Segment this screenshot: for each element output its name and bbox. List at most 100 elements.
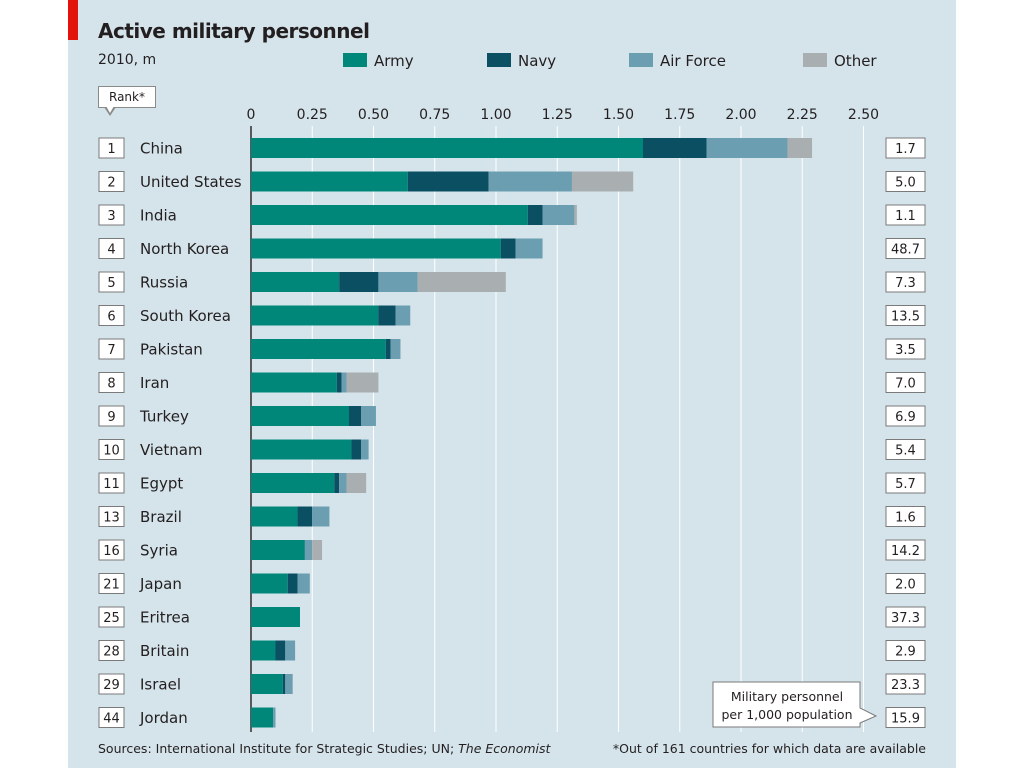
legend-swatch-navy bbox=[487, 53, 511, 67]
ratio-box bbox=[885, 606, 926, 628]
chart-row: 11 Egypt bbox=[98, 472, 367, 494]
legend-swatch-other bbox=[803, 53, 827, 67]
bar-segment-army bbox=[251, 205, 528, 225]
rank-box bbox=[98, 204, 125, 226]
ratio-value: 7.3 bbox=[895, 276, 916, 291]
sources-note: Sources: International Institute for Str… bbox=[98, 741, 550, 756]
ratio-column: 1.7 5.0 1.1 48.7 7.3 13.5 3.5 7.0 6.9 5.4 5.7 1.6 14… bbox=[885, 137, 926, 728]
country-label: Syria bbox=[140, 542, 178, 560]
ratio-value: 7.0 bbox=[895, 377, 916, 392]
bar-segment-air-force bbox=[285, 640, 296, 661]
chart-row: 1 China bbox=[98, 137, 813, 159]
legend-label-air-force: Air Force bbox=[660, 52, 726, 70]
country-label: India bbox=[140, 207, 177, 225]
rank-label: 1 bbox=[107, 142, 115, 157]
bar-segment-army bbox=[251, 473, 335, 493]
bar-segment-air-force bbox=[542, 205, 575, 225]
bar-segment-navy bbox=[349, 406, 362, 426]
chart-row: 9 Turkey bbox=[98, 405, 376, 427]
rank-pointer-fill bbox=[106, 106, 114, 113]
bar-segment-army bbox=[251, 406, 349, 426]
bar-segment-navy bbox=[339, 272, 379, 292]
rank-label: 44 bbox=[103, 712, 120, 727]
ratio-value: 2.9 bbox=[895, 645, 916, 660]
ratio-value: 5.0 bbox=[895, 176, 916, 191]
bar-segment-navy bbox=[527, 205, 543, 225]
bar-segment-army bbox=[251, 238, 501, 259]
ratio-box bbox=[885, 673, 926, 695]
bar-segment-air-force bbox=[297, 573, 310, 594]
ratio-value: 1.6 bbox=[895, 511, 916, 526]
rank-box bbox=[98, 472, 125, 494]
chart-row: 2 United States bbox=[98, 171, 634, 192]
rank-header: Rank* bbox=[98, 86, 156, 108]
ratio-box bbox=[885, 372, 926, 393]
bar-segment-army bbox=[251, 707, 274, 728]
ratio-value: 48.7 bbox=[891, 243, 920, 258]
ratio-box bbox=[885, 137, 926, 159]
bar-segment-navy bbox=[500, 238, 516, 259]
country-label: United States bbox=[140, 173, 242, 191]
rank-box bbox=[98, 539, 125, 561]
ratio-value: 3.5 bbox=[895, 343, 916, 358]
rank-box bbox=[98, 137, 125, 159]
rank-label: 16 bbox=[103, 544, 120, 559]
chart-rows: 1 China 2 United States 3 India 4 North Korea 5 R… bbox=[98, 137, 813, 728]
ratio-box bbox=[885, 238, 926, 259]
ratio-box bbox=[885, 305, 926, 326]
legend-swatch-army bbox=[343, 53, 367, 67]
rank-box bbox=[98, 673, 125, 695]
ratio-value: 15.9 bbox=[891, 712, 920, 727]
chart-row: 3 India bbox=[98, 204, 577, 226]
sources-text: Sources: International Institute for Str… bbox=[98, 741, 459, 756]
rank-box bbox=[98, 338, 125, 360]
chart-subtitle: 2010, m bbox=[98, 52, 157, 68]
x-tick-label: 1.50 bbox=[603, 107, 634, 123]
rank-label: 21 bbox=[103, 578, 120, 593]
ratio-box bbox=[885, 338, 926, 360]
legend: Army Navy Air Force Other bbox=[343, 52, 877, 70]
bar-segment-army bbox=[251, 339, 386, 359]
ratio-value: 37.3 bbox=[891, 611, 920, 626]
ratio-box bbox=[885, 539, 926, 561]
bar-segment-navy bbox=[336, 372, 342, 393]
bar-segment-other bbox=[346, 372, 379, 393]
rank-label: 11 bbox=[103, 477, 120, 492]
x-tick-label: 0.50 bbox=[358, 107, 389, 123]
ratio-value: 1.1 bbox=[895, 209, 916, 224]
rank-label: 6 bbox=[107, 310, 115, 325]
country-label: North Korea bbox=[140, 240, 229, 258]
x-axis-ticks: 0 0.25 0.50 0.75 1.00 1.25 1.50 1.75 2.00 2.25 2.5… bbox=[247, 107, 880, 123]
bar-segment-army bbox=[251, 439, 352, 460]
x-tick-label: 0.75 bbox=[419, 107, 450, 123]
bar-segment-navy bbox=[351, 439, 362, 460]
bar-segment-army bbox=[251, 540, 305, 560]
bar-segment-army bbox=[251, 607, 300, 627]
ratio-callout-line1: Military personnel bbox=[731, 689, 843, 704]
country-label: Vietnam bbox=[140, 441, 203, 459]
rank-label: 3 bbox=[107, 209, 115, 224]
ratio-box bbox=[885, 439, 926, 460]
footnote: *Out of 161 countries for which data are… bbox=[612, 741, 926, 756]
x-tick-label: 0.25 bbox=[297, 107, 328, 123]
rank-box bbox=[98, 707, 125, 728]
ratio-box bbox=[885, 640, 926, 661]
bar-segment-air-force bbox=[378, 272, 418, 292]
bar-segment-air-force bbox=[515, 238, 543, 259]
chart-row: 21 Japan bbox=[98, 573, 310, 594]
rank-box bbox=[98, 238, 125, 259]
chart-row: 8 Iran bbox=[98, 372, 379, 393]
bar-segment-air-force bbox=[488, 171, 572, 192]
rank-box bbox=[98, 271, 125, 293]
country-label: Russia bbox=[140, 274, 188, 292]
x-tick-label: 1.00 bbox=[480, 107, 511, 123]
rank-box bbox=[98, 171, 125, 192]
bar-segment-army bbox=[251, 372, 337, 393]
bar-segment-air-force bbox=[361, 439, 369, 460]
bar-segment-air-force bbox=[304, 540, 313, 560]
chart-title: Active military personnel bbox=[98, 19, 370, 43]
rank-box bbox=[98, 606, 125, 628]
ratio-value: 14.2 bbox=[891, 544, 920, 559]
chart-row: 44 Jordan bbox=[98, 707, 276, 728]
